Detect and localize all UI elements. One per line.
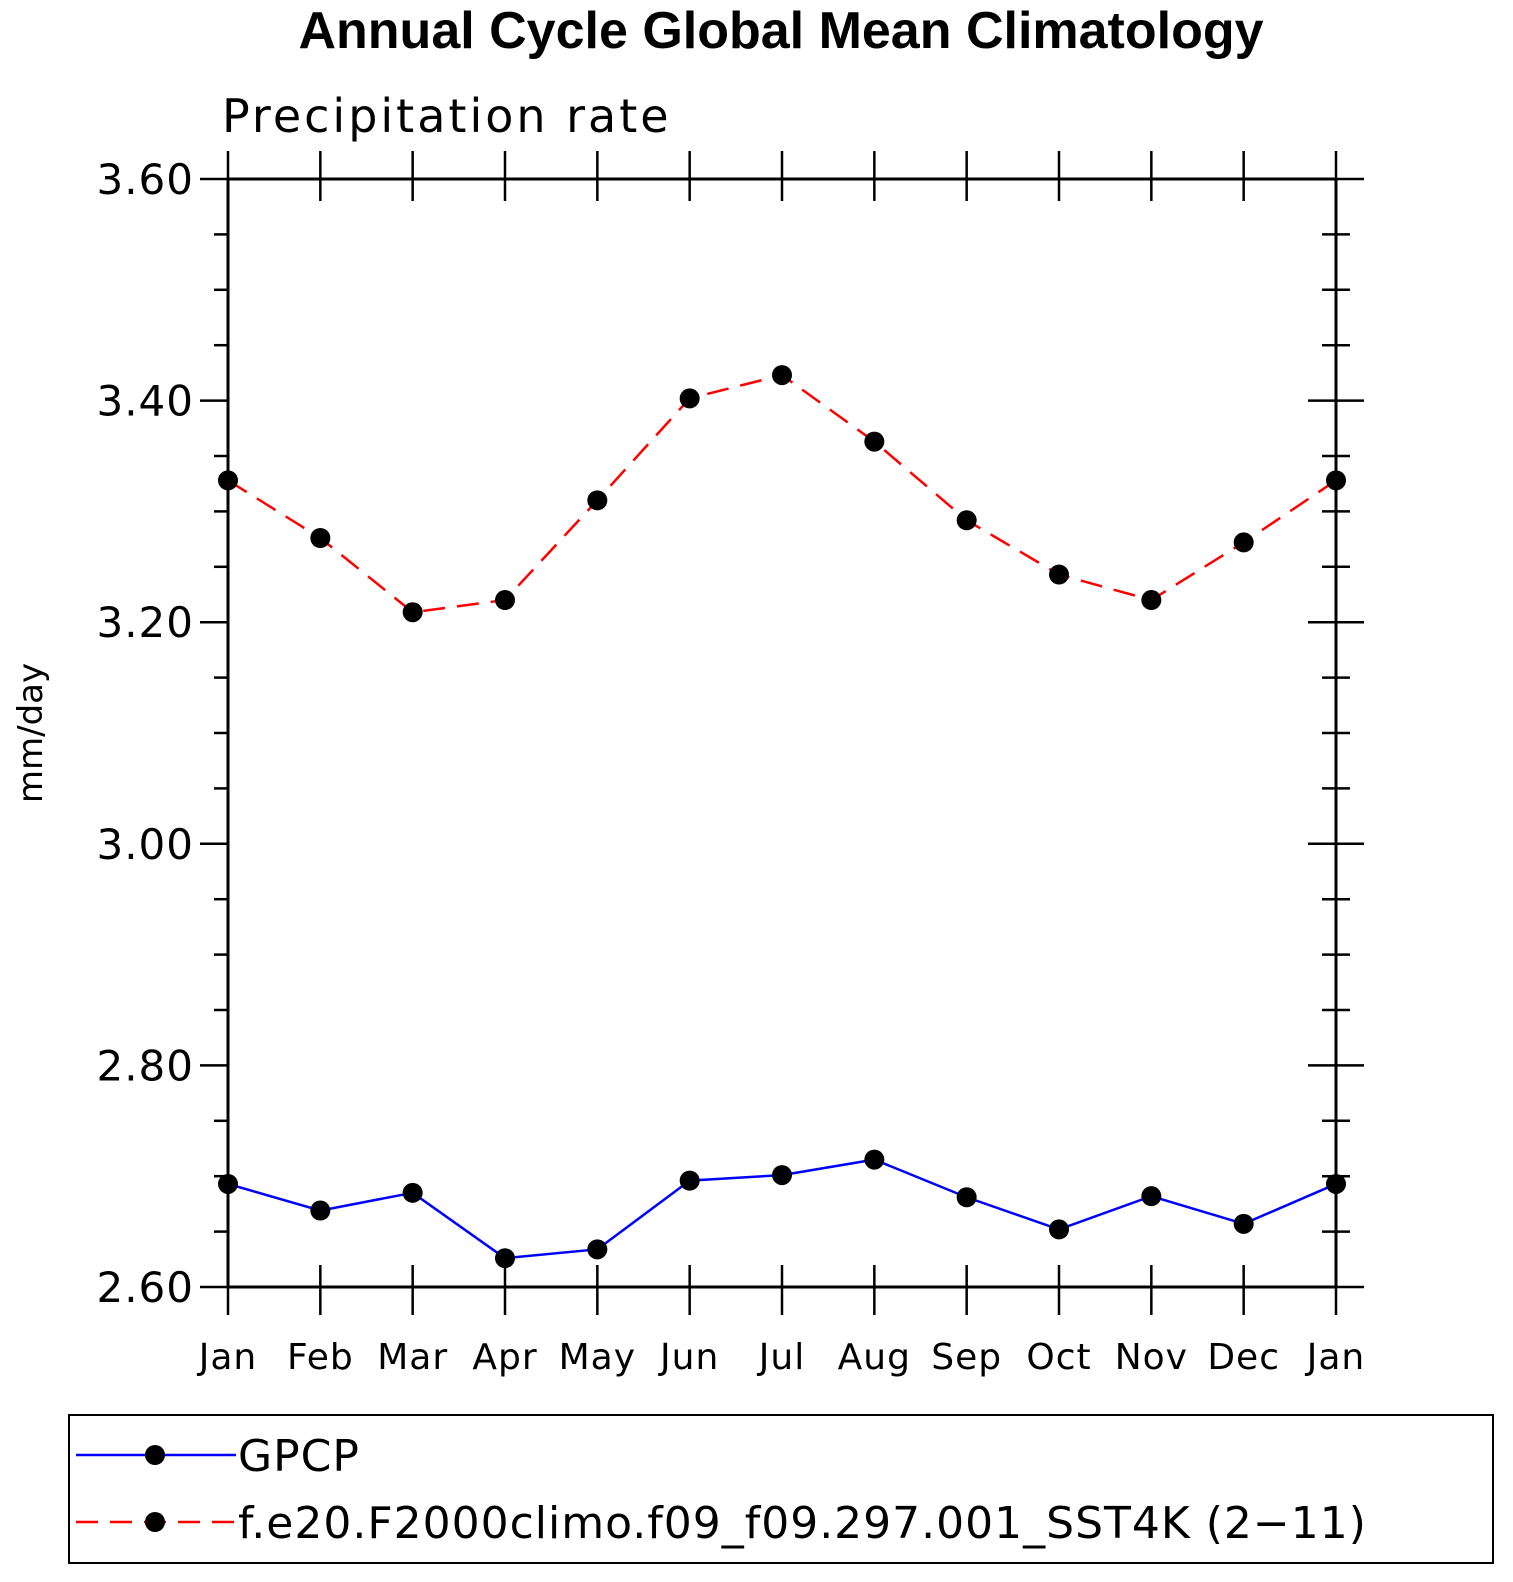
- data-point-s0-4: [587, 1239, 608, 1260]
- legend-marker-sst4k: [145, 1512, 165, 1532]
- x-tick-label: Sep: [931, 1337, 1002, 1378]
- series-layer: [218, 365, 1346, 1269]
- data-point-s0-9: [1049, 1219, 1069, 1240]
- data-point-s1-7: [864, 431, 885, 452]
- data-point-s1-1: [310, 527, 331, 548]
- y-tick-label: 3.60: [96, 155, 194, 204]
- data-point-s0-10: [1141, 1186, 1162, 1207]
- data-point-s0-8: [956, 1187, 977, 1208]
- data-point-s0-5: [679, 1170, 700, 1191]
- x-tick-label: Jul: [757, 1337, 805, 1378]
- legend-label-sst4k: f.e20.F2000climo.f09_f09.297.001_SST4K (…: [238, 1498, 1367, 1549]
- data-point-s1-8: [956, 510, 977, 531]
- data-point-s1-10: [1141, 590, 1162, 611]
- legend-marker-gpcp: [145, 1445, 165, 1465]
- data-point-s1-2: [402, 602, 423, 623]
- legend-entry-gpcp: GPCP: [76, 1431, 360, 1482]
- data-point-s1-11: [1233, 532, 1254, 553]
- chart-title: Annual Cycle Global Mean Climatology: [298, 2, 1263, 60]
- data-point-s1-6: [772, 365, 792, 386]
- y-axis-ticks: 2.60 2.80 3.00 3.20 3.40 3.60: [96, 155, 1364, 1312]
- series-line-1: [227, 373, 1337, 614]
- x-tick-label: Feb: [287, 1337, 354, 1378]
- data-point-s1-5: [679, 388, 700, 409]
- y-tick-label: 2.80: [96, 1041, 194, 1090]
- y-tick-label: 3.40: [96, 377, 194, 426]
- data-point-s1-0: [218, 470, 238, 491]
- y-axis-label: mm/day: [11, 663, 51, 803]
- data-point-s0-7: [864, 1149, 885, 1170]
- data-point-s0-11: [1233, 1213, 1254, 1234]
- chart-subtitle: Precipitation rate: [222, 89, 672, 143]
- x-tick-label: Jan: [1305, 1337, 1366, 1378]
- x-tick-label: Jun: [658, 1337, 719, 1378]
- legend: GPCP f.e20.F2000climo.f09_f09.297.001_SS…: [68, 1414, 1494, 1564]
- y-tick-label: 3.20: [96, 598, 194, 647]
- data-point-s1-3: [495, 590, 515, 611]
- x-tick-label: May: [559, 1337, 636, 1378]
- x-tick-label: Oct: [1026, 1337, 1091, 1378]
- x-axis-ticks: Jan Feb Mar Apr May Jun Jul Aug Sep Oct Nov Dec Jan: [197, 151, 1366, 1378]
- data-point-s0-1: [310, 1200, 331, 1221]
- plot-frame: [226, 177, 1338, 1289]
- y-tick-label: 3.00: [96, 820, 194, 869]
- data-point-s0-0: [218, 1173, 238, 1194]
- data-point-s0-12: [1326, 1173, 1346, 1194]
- data-point-s1-12: [1326, 470, 1346, 491]
- x-tick-label: Mar: [377, 1337, 448, 1378]
- data-point-s0-3: [495, 1248, 515, 1269]
- x-tick-label: Dec: [1207, 1337, 1280, 1378]
- data-point-s0-2: [402, 1182, 423, 1203]
- data-point-s1-9: [1049, 564, 1069, 585]
- legend-box: [68, 1414, 1494, 1564]
- legend-entry-sst4k: f.e20.F2000climo.f09_f09.297.001_SST4K (…: [76, 1498, 1367, 1549]
- legend-label-gpcp: GPCP: [238, 1431, 360, 1482]
- data-point-s0-6: [772, 1165, 792, 1186]
- x-tick-label: Nov: [1115, 1337, 1188, 1378]
- x-tick-label: Aug: [838, 1337, 911, 1378]
- x-tick-label: Apr: [472, 1337, 537, 1378]
- data-point-s1-4: [587, 490, 608, 511]
- x-tick-label: Jan: [197, 1337, 258, 1378]
- y-tick-label: 2.60: [96, 1263, 194, 1312]
